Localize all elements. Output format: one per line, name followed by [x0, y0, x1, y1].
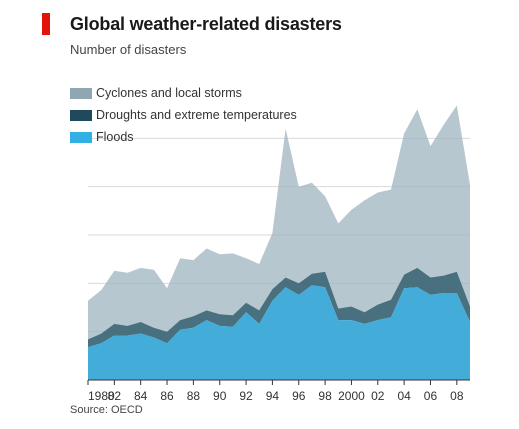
x-tick-label: 2000 — [338, 389, 365, 403]
x-tick-label: 02 — [371, 389, 385, 403]
x-tick-label: 1980 — [88, 389, 115, 403]
x-tick-label: 98 — [318, 389, 332, 403]
legend-item-droughts: Droughts and extreme temperatures — [70, 104, 297, 126]
x-tick-label: 82 — [108, 389, 122, 403]
source-note: Source: OECD — [70, 404, 143, 416]
brand-red-tag — [42, 13, 50, 35]
legend-swatch-cyclones — [70, 87, 92, 99]
x-tick-label: 88 — [187, 389, 201, 403]
area-floods — [88, 285, 470, 380]
x-tick-label: 06 — [424, 389, 438, 403]
chart-subtitle: Number of disasters — [70, 42, 187, 57]
legend-item-floods: Floods — [70, 126, 297, 148]
legend-item-cyclones: Cyclones and local storms — [70, 82, 297, 104]
x-tick-label: 96 — [292, 389, 306, 403]
area-cyclones — [88, 105, 470, 340]
x-tick-label: 08 — [450, 389, 464, 403]
x-tick-label: 84 — [134, 389, 148, 403]
legend-label-floods: Floods — [96, 130, 134, 144]
legend: Cyclones and local storms Droughts and e… — [70, 82, 297, 148]
area-series — [88, 105, 470, 380]
legend-swatch-floods — [70, 131, 92, 143]
legend-swatch-droughts — [70, 109, 92, 121]
chart-title: Global weather-related disasters — [70, 14, 342, 34]
x-tick-label: 90 — [213, 389, 227, 403]
legend-label-cyclones: Cyclones and local storms — [96, 86, 242, 100]
x-tick-label: 04 — [397, 389, 411, 403]
x-tick-label: 94 — [266, 389, 280, 403]
x-tick-label: 86 — [160, 389, 174, 403]
legend-label-droughts: Droughts and extreme temperatures — [96, 108, 297, 122]
area-droughts — [88, 267, 470, 348]
x-tick-label: 92 — [239, 389, 253, 403]
